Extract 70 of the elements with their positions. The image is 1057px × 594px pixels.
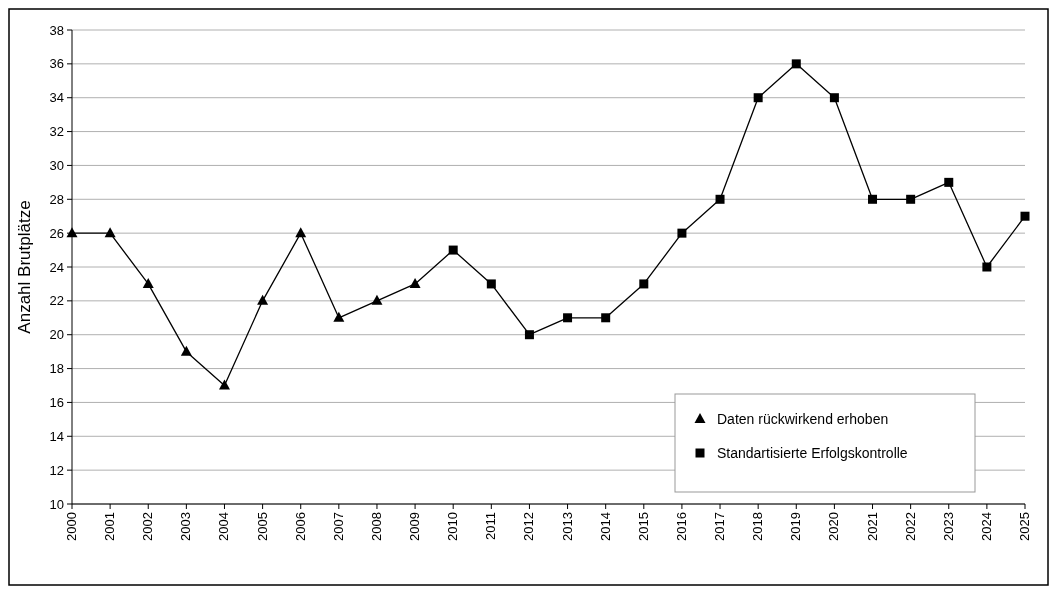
point: [829, 93, 839, 103]
point: [333, 311, 345, 322]
x-tick-label: 2020: [826, 512, 842, 541]
x-tick-label: 2007: [330, 512, 346, 541]
x-tick-label: 2000: [64, 512, 79, 541]
x-tick-label: 2014: [597, 512, 613, 541]
y-tick-label: 38: [49, 22, 64, 38]
x-tick-label: 2002: [140, 512, 156, 541]
point: [715, 194, 725, 204]
x-tick-label: 2012: [521, 512, 537, 541]
y-tick-label: 36: [49, 56, 64, 72]
x-tick-label: 2019: [788, 512, 804, 541]
legend-label: Standartisierte Erfolgskontrolle: [717, 444, 908, 461]
point: [448, 245, 458, 255]
y-axis-title: Anzahl Brutplätze: [15, 200, 34, 334]
x-tick-label: 2004: [216, 512, 232, 541]
point: [295, 227, 307, 238]
y-tick-label: 26: [49, 225, 64, 241]
y-tick-label: 24: [49, 259, 64, 275]
x-tick-label: 2025: [1017, 512, 1032, 541]
point: [944, 177, 954, 187]
x-tick-label: 2018: [750, 512, 766, 541]
point: [639, 279, 649, 289]
point: [257, 294, 269, 305]
x-tick-label: 2013: [559, 512, 575, 541]
point: [66, 227, 78, 238]
point: [868, 194, 878, 204]
y-tick-label: 12: [49, 462, 64, 478]
point: [371, 294, 383, 305]
point: [486, 279, 496, 289]
y-tick-label: 18: [49, 361, 64, 377]
x-tick-label: 2005: [254, 512, 270, 541]
legend-label: Daten rückwirkend erhoben: [717, 410, 889, 427]
point: [753, 93, 763, 103]
y-tick-label: 22: [49, 293, 64, 309]
point: [563, 313, 573, 323]
x-tick-label: 2010: [445, 512, 461, 541]
point: [982, 262, 992, 272]
x-tick-label: 2024: [978, 512, 994, 541]
point: [142, 277, 154, 288]
x-tick-label: 2011: [483, 512, 499, 540]
x-tick-label: 2015: [635, 512, 651, 541]
y-tick-label: 30: [49, 157, 64, 173]
point: [180, 345, 192, 356]
x-tick-label: 2003: [178, 512, 194, 541]
y-tick-label: 14: [49, 428, 64, 444]
x-tick-label: 2021: [864, 512, 880, 541]
x-tick-label: 2001: [102, 512, 118, 541]
point: [906, 194, 916, 204]
y-tick-label: 20: [49, 327, 64, 343]
x-tick-label: 2017: [712, 512, 728, 541]
point: [677, 228, 687, 238]
point: [409, 277, 421, 288]
x-tick-label: 2016: [673, 512, 689, 541]
y-tick-label: 32: [49, 124, 64, 140]
point: [791, 59, 801, 69]
point: [104, 227, 116, 238]
point: [218, 379, 230, 390]
x-tick-label: 2006: [292, 512, 308, 541]
x-tick-label: 2009: [407, 512, 423, 541]
y-tick-label: 10: [49, 496, 64, 512]
x-tick-label: 2022: [902, 512, 918, 541]
point: [601, 313, 611, 323]
point: [1020, 211, 1030, 221]
x-tick-label: 2008: [368, 512, 384, 541]
y-tick-label: 34: [49, 90, 64, 106]
point: [524, 330, 534, 340]
y-tick-label: 28: [49, 191, 64, 207]
x-tick-label: 2023: [940, 512, 956, 541]
y-tick-label: 16: [49, 394, 64, 410]
